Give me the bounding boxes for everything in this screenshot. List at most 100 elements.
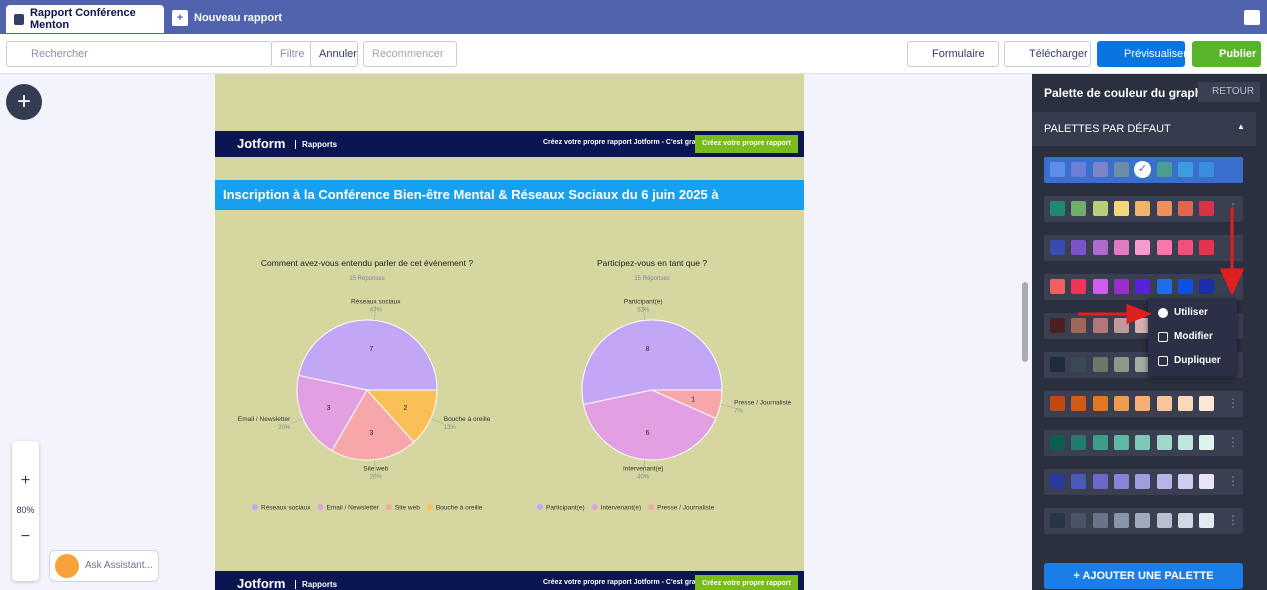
- slice-value: 8: [646, 346, 650, 353]
- tab-label: Nouveau rapport: [194, 12, 283, 24]
- color-swatch: [1092, 435, 1108, 450]
- color-swatch: [1113, 357, 1129, 372]
- zoom-out[interactable]: −: [20, 528, 31, 545]
- color-swatch: [1113, 240, 1129, 255]
- pie-slice: [365, 389, 438, 443]
- zoom-controls: [12, 441, 39, 581]
- context-menu: Utiliser Modifier Dupliquer: [1148, 298, 1237, 376]
- color-swatch: [1092, 474, 1108, 489]
- preview-button[interactable]: Prévisualiser: [1097, 41, 1187, 67]
- legend-swatch: [648, 504, 655, 510]
- pie-slice: [331, 389, 415, 461]
- redo-button[interactable]: Recommencer: [363, 41, 457, 67]
- color-swatch: [1113, 396, 1129, 411]
- color-swatch: [1135, 279, 1151, 294]
- color-swatch: [1092, 240, 1108, 255]
- palette-options[interactable]: ⋮: [1227, 513, 1239, 527]
- color-swatch: [1177, 513, 1193, 528]
- legend-swatch: [385, 504, 392, 510]
- palette-row[interactable]: ⋮: [1044, 469, 1243, 495]
- slice-label: Participant(e): [624, 298, 663, 305]
- leader-line: [642, 306, 645, 321]
- color-swatch: [1177, 474, 1193, 489]
- menu-icon: [1158, 356, 1168, 366]
- palette-row[interactable]: ⋮: [1044, 508, 1243, 534]
- slice-value: 1: [691, 397, 695, 404]
- color-swatch: [1199, 435, 1215, 450]
- color-swatch: [1199, 396, 1215, 411]
- section-header[interactable]: PALETTES PAR DÉFAUT ▲: [1032, 112, 1256, 146]
- menu-item[interactable]: Dupliquer: [1174, 355, 1221, 366]
- zoom-in[interactable]: +: [20, 472, 31, 489]
- color-swatch: [1092, 396, 1108, 411]
- palette-row[interactable]: ⋮: [1044, 235, 1243, 261]
- palette-row[interactable]: ⋮: [1044, 391, 1243, 417]
- legend-label: Réseaux sociaux: [261, 505, 311, 512]
- brand-section: Rapports: [295, 580, 337, 589]
- scrollbar[interactable]: [1022, 282, 1028, 362]
- undo-button[interactable]: Annuler: [310, 41, 358, 67]
- menu-item[interactable]: Utiliser: [1174, 307, 1208, 318]
- selected-check: ✓: [1134, 161, 1151, 178]
- zoom-level: 80%: [16, 505, 35, 515]
- palette-options[interactable]: ⋮: [1227, 435, 1239, 449]
- color-swatch: [1177, 240, 1193, 255]
- palette-options[interactable]: ⋮: [1227, 396, 1239, 410]
- color-swatch: [1199, 513, 1215, 528]
- banner: Jotform Rapports Créez votre propre rapp…: [215, 131, 804, 157]
- legend-label: Presse / Journaliste: [657, 505, 714, 512]
- back-button[interactable]: RETOUR: [1198, 82, 1261, 102]
- brand: Jotform: [237, 136, 286, 151]
- palette-row[interactable]: ✓: [1044, 157, 1243, 183]
- color-swatch: [1113, 435, 1129, 450]
- color-swatch: [1135, 396, 1151, 411]
- palette-row[interactable]: ⋮: [1044, 430, 1243, 456]
- promo-button[interactable]: Créez votre propre rapport: [695, 135, 798, 153]
- legend-swatch: [426, 504, 433, 510]
- slice-label: Bouche à oreille: [444, 416, 491, 423]
- color-swatch: [1156, 474, 1172, 489]
- slice-percent: 20%: [278, 425, 291, 431]
- new-tab[interactable]: + Nouveau rapport: [172, 9, 282, 27]
- palette-row[interactable]: ⋮: [1044, 196, 1243, 222]
- legend-swatch: [537, 504, 543, 510]
- active-tab[interactable]: Rapport Conférence Menton: [6, 5, 164, 33]
- menu-item[interactable]: Modifier: [1174, 331, 1213, 342]
- slice-value: 7: [369, 346, 373, 353]
- add-palette-button[interactable]: + AJOUTER UNE PALETTE: [1044, 563, 1243, 589]
- color-swatch: [1156, 435, 1172, 450]
- menu-icon[interactable]: [1244, 10, 1260, 25]
- search-box[interactable]: Rechercher: [6, 41, 272, 67]
- legend-label: Bouche à oreille: [436, 505, 483, 512]
- promo-button[interactable]: Créez votre propre rapport: [695, 575, 798, 590]
- color-swatch: [1071, 201, 1087, 216]
- palette-options[interactable]: ⋮: [1227, 474, 1239, 488]
- slice-label: Intervenant(e): [623, 466, 663, 473]
- color-swatch: [1135, 435, 1151, 450]
- color-swatch: [1113, 513, 1129, 528]
- promo: Créez votre propre rapport Jotform - C'e…: [543, 579, 707, 586]
- color-swatch: [1092, 513, 1108, 528]
- form-button[interactable]: Formulaire: [907, 41, 999, 67]
- color-swatch: [1050, 435, 1065, 450]
- color-swatch: [1177, 396, 1193, 411]
- legend-swatch: [252, 504, 258, 510]
- brand: Jotform: [237, 576, 286, 590]
- slice-value: 3: [369, 430, 373, 437]
- color-swatch: [1071, 240, 1087, 255]
- palette-row[interactable]: ⋮: [1044, 274, 1243, 300]
- chart-title: Participez-vous en tant que ?: [597, 258, 707, 268]
- slice-label: Site web: [363, 466, 388, 473]
- leader-line: [720, 404, 735, 408]
- arrow: [1078, 208, 1245, 325]
- color-swatch: [1156, 513, 1172, 528]
- add-button[interactable]: +: [6, 84, 42, 120]
- chart-subtitle: 15 Réponses: [634, 276, 669, 282]
- color-swatch: [1156, 396, 1172, 411]
- download-button[interactable]: Télécharger: [1004, 41, 1091, 67]
- color-swatch: [1113, 318, 1129, 333]
- publish-button[interactable]: Publier: [1192, 41, 1261, 67]
- annotation-arrows: [1078, 208, 1245, 325]
- leader-line: [290, 418, 304, 425]
